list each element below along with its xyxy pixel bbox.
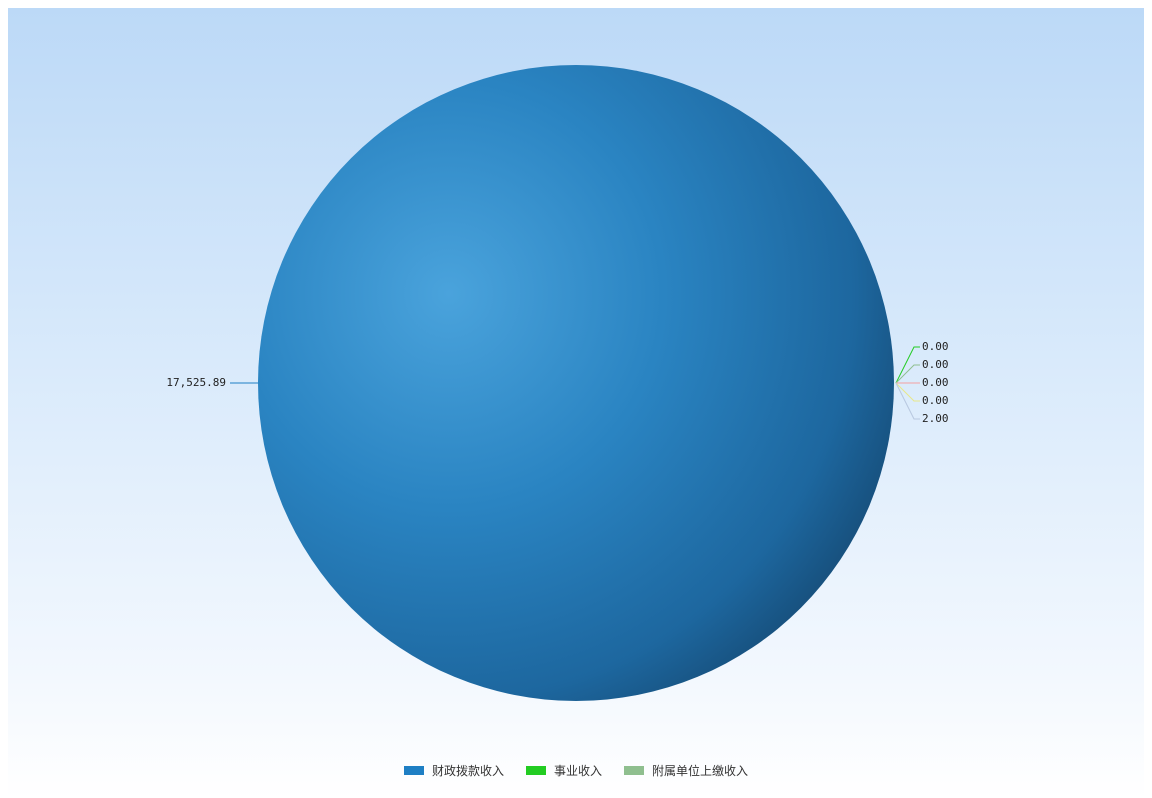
legend-label: 财政拨款收入 (431, 763, 504, 778)
legend-row (8, 794, 1144, 798)
legend-item[interactable]: 附属单位上缴收入 (624, 762, 748, 779)
legend-label: 事业收入 (553, 763, 602, 778)
legend-swatch (403, 765, 424, 775)
chart-legend: 财政拨款收入 事业收入 附属单位上缴收入 (8, 760, 1144, 798)
legend-row: 财政拨款收入 事业收入 附属单位上缴收入 (8, 760, 1144, 780)
legend-label: 附属单位上缴收入 (652, 763, 749, 778)
slice-label-5: 2.00 (922, 412, 949, 425)
slice-label-3: 0.00 (922, 376, 949, 389)
slice-label-line-4 (895, 382, 920, 402)
chart-panel: 17,525.89 0.00 0.00 0.00 0.00 2.00 财政拨款收入 事业收入… (8, 8, 1144, 798)
slice-label-2: 0.00 (922, 358, 949, 371)
slice-label-4: 0.00 (922, 394, 949, 407)
pie-chart: 17,525.89 0.00 0.00 0.00 0.00 2.00 (166, 65, 949, 701)
pie-slice-0[interactable] (258, 65, 894, 701)
slice-label-line-5 (895, 382, 920, 420)
slice-label-1: 0.00 (922, 340, 949, 353)
slice-label-line-1 (895, 346, 920, 384)
legend-swatch (624, 765, 644, 775)
legend-swatch (525, 765, 546, 775)
slice-label-0: 17,525.89 (166, 376, 226, 389)
legend-item[interactable]: 财政拨款收入 (403, 762, 504, 779)
slice-label-line-2 (895, 364, 920, 384)
legend-item[interactable]: 事业收入 (525, 762, 602, 779)
